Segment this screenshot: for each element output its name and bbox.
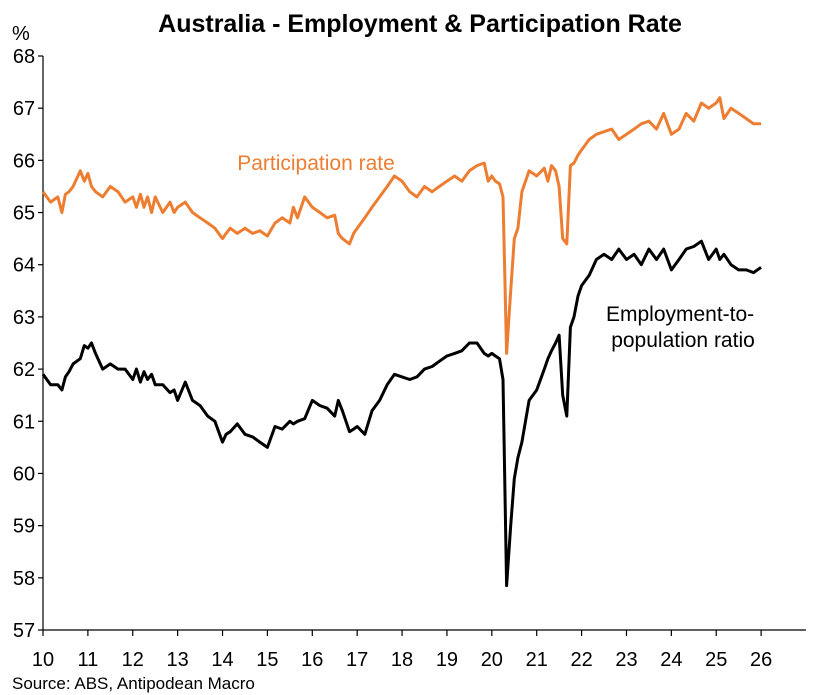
x-tick-label: 26 — [750, 649, 772, 671]
x-tick-label: 15 — [256, 649, 278, 671]
y-tick-label: 65 — [13, 203, 35, 225]
y-tick-label: 68 — [13, 46, 35, 68]
y-tick-label: 58 — [13, 568, 35, 590]
x-tick-label: 14 — [211, 649, 233, 671]
y-tick-label: 60 — [13, 463, 35, 485]
employment-ratio-label-line2: population ratio — [611, 329, 755, 352]
y-tick-label: 59 — [13, 516, 35, 538]
y-tick-label: 67 — [13, 98, 35, 120]
x-tick-label: 18 — [391, 649, 413, 671]
chart-title: Australia - Employment & Participation R… — [158, 10, 682, 38]
x-tick-label: 24 — [660, 649, 682, 671]
x-tick-label: 16 — [301, 649, 323, 671]
x-tick-label: 13 — [167, 649, 189, 671]
x-tick-label: 10 — [32, 649, 54, 671]
y-axis-unit: % — [12, 23, 30, 45]
y-tick-label: 62 — [13, 359, 35, 381]
x-tick-label: 20 — [481, 649, 503, 671]
employment-ratio-label-line1: Employment-to- — [606, 303, 754, 326]
series-lines — [41, 96, 762, 588]
employment-ratio-label: Employment-to- population ratio — [606, 303, 760, 352]
x-tick-label: 23 — [615, 649, 637, 671]
participation-rate-label: Participation rate — [237, 152, 395, 175]
x-tick-label: 12 — [122, 649, 144, 671]
x-tick-label: 19 — [436, 649, 458, 671]
x-axis-ticks: 10 11 12 13 14 15 16 17 18 19 20 21 22 23 24 25 26 — [32, 630, 772, 671]
participation-rate-label-line1: Participation rate — [237, 152, 395, 175]
y-tick-label: 57 — [13, 620, 35, 642]
y-tick-label: 61 — [13, 411, 35, 433]
x-tick-label: 21 — [526, 649, 548, 671]
participation-rate-line — [41, 96, 762, 355]
y-tick-label: 63 — [13, 307, 35, 329]
employment-ratio-line — [41, 239, 762, 588]
y-tick-label: 64 — [13, 255, 35, 277]
x-tick-label: 22 — [570, 649, 592, 671]
x-tick-label: 11 — [77, 649, 98, 671]
y-axis-ticks: 57 58 59 60 61 62 63 64 65 66 67 68 — [13, 46, 43, 642]
chart-source: Source: ABS, Antipodean Macro — [12, 674, 255, 693]
x-tick-label: 25 — [705, 649, 727, 671]
x-tick-label: 17 — [346, 649, 368, 671]
y-tick-label: 66 — [13, 150, 35, 172]
